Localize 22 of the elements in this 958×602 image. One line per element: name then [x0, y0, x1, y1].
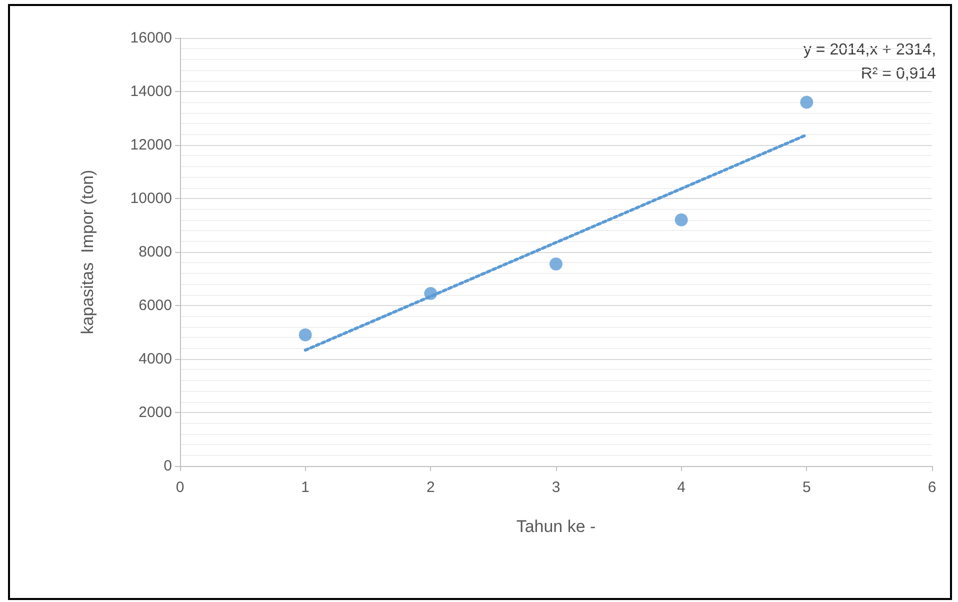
point	[674, 213, 688, 226]
y-tick-label: 16000	[130, 30, 172, 46]
x-tick-label: 2	[426, 479, 435, 496]
y-tick-label: 0	[164, 458, 172, 474]
x-axis-title: Tahun ke -	[516, 517, 596, 536]
y-tick-label: 8000	[138, 244, 172, 260]
point	[298, 328, 312, 342]
x-tick-label: 0	[176, 479, 184, 496]
point	[800, 96, 814, 109]
y-tick-label: 14000	[130, 83, 172, 100]
y-axis-title: kapasitas Impor (ton)	[78, 170, 97, 334]
y-tick-label: 6000	[138, 297, 172, 314]
point	[550, 258, 562, 271]
x-tick-label: 3	[552, 479, 560, 496]
y-tick-label: 4000	[138, 350, 172, 368]
x-tick-label: 6	[928, 479, 936, 496]
y-tick-label: 10000	[130, 190, 172, 207]
x-tick-label: 5	[802, 479, 811, 496]
y-tick-label: 2000	[138, 404, 172, 421]
x-tick-label: 4	[677, 479, 686, 496]
x-tick-label: 1	[301, 479, 310, 496]
y-tick-label: 12000	[130, 136, 172, 154]
